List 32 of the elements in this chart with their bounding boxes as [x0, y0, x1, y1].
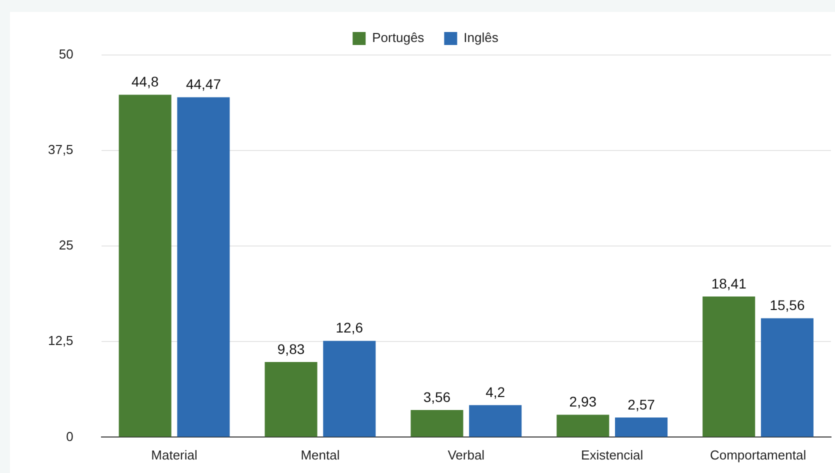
y-tick-label: 25	[58, 238, 74, 253]
legend-label: Inglês	[464, 30, 499, 46]
data-label: 18,41	[711, 275, 747, 292]
bar	[118, 94, 172, 437]
bar	[264, 362, 318, 437]
x-tick-label: Existencial	[581, 448, 644, 463]
bar	[556, 414, 610, 437]
x-tick-label: Mental	[300, 448, 340, 463]
bar	[177, 97, 230, 437]
data-label: 12,6	[336, 320, 364, 336]
data-label: 3,56	[423, 388, 451, 405]
bar	[615, 418, 668, 437]
x-tick-label: Material	[151, 448, 198, 463]
data-label: 44,47	[186, 76, 222, 92]
y-tick-label: 0	[66, 428, 74, 444]
data-label: 9,83	[277, 340, 305, 357]
data-label: 15,56	[770, 297, 805, 314]
x-tick-label: Comportamental	[710, 448, 806, 463]
bar	[469, 405, 522, 437]
data-label: 4,2	[486, 384, 506, 400]
data-label: 2,57	[628, 396, 656, 412]
y-tick-label: 50	[58, 46, 74, 62]
legend-label: Portugês	[372, 30, 425, 46]
bar	[410, 410, 464, 437]
bar	[760, 318, 814, 437]
y-tick-label: 12,5	[48, 333, 74, 348]
bar	[702, 296, 756, 437]
data-label: 2,93	[569, 394, 597, 410]
y-tick-label: 37,5	[48, 142, 74, 158]
data-label: 44,8	[131, 74, 159, 90]
bar	[323, 340, 376, 437]
x-tick-label: Verbal	[448, 448, 485, 463]
